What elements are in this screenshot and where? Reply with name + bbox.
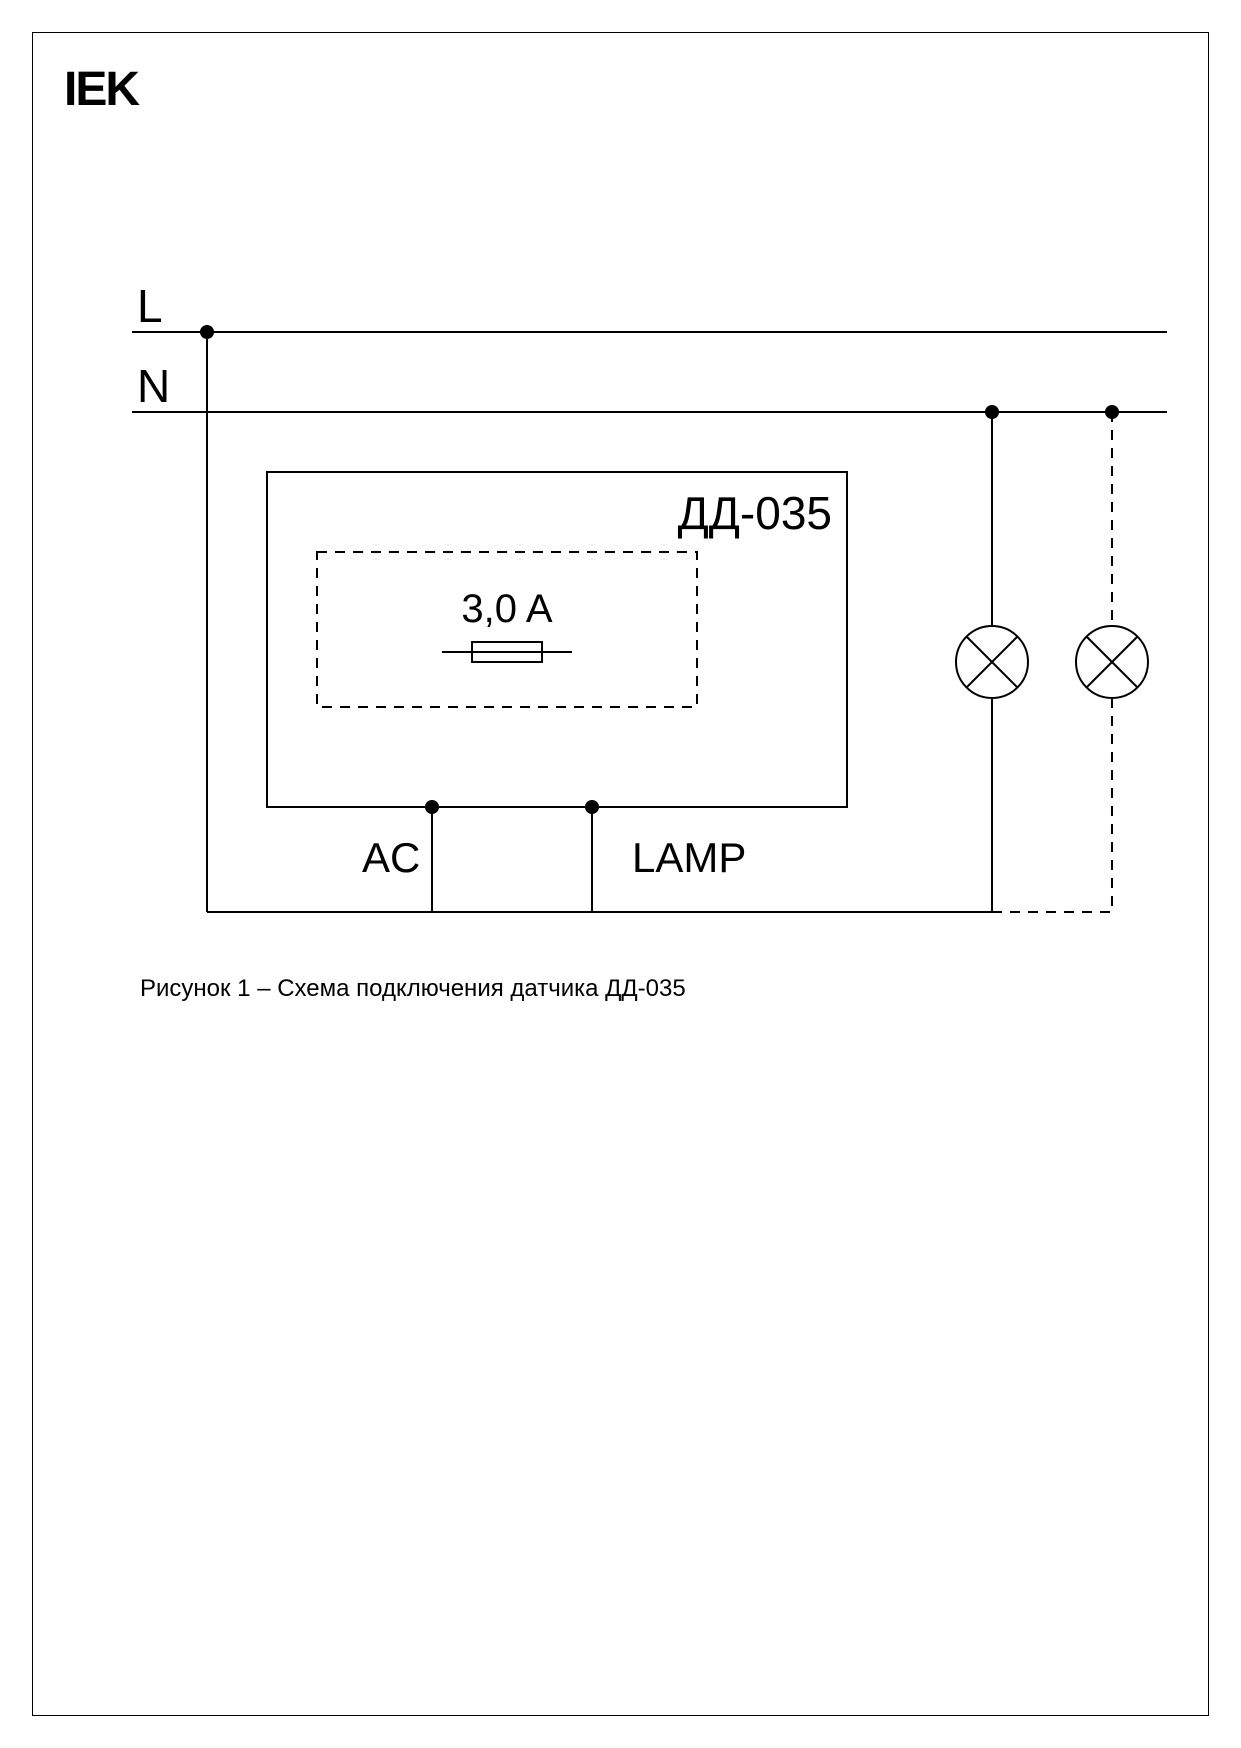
label-n: N (137, 360, 170, 412)
fuse-rating: 3,0 A (461, 587, 553, 631)
label-ac: AC (362, 834, 420, 881)
device-label: ДД-035 (678, 487, 832, 539)
label-l: L (137, 280, 163, 332)
wiring-diagram: L N ДД-035 3,0 A AC LAMP (32, 32, 1209, 1032)
label-lamp: LAMP (632, 834, 746, 881)
figure-caption: Рисунок 1 – Схема подключения датчика ДД… (140, 975, 686, 1003)
